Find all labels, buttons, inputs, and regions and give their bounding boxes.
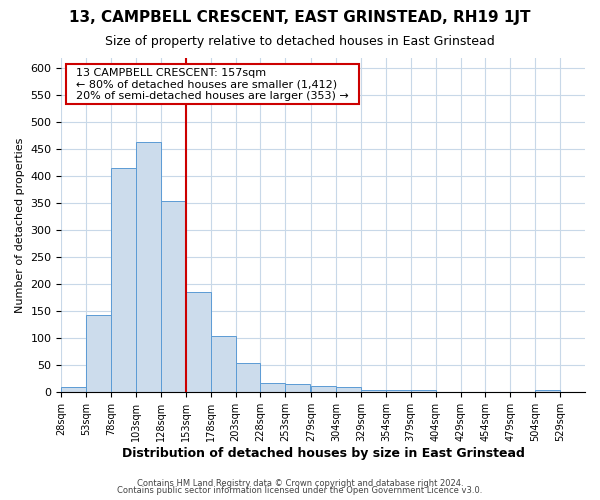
Text: Contains HM Land Registry data © Crown copyright and database right 2024.: Contains HM Land Registry data © Crown c…	[137, 478, 463, 488]
X-axis label: Distribution of detached houses by size in East Grinstead: Distribution of detached houses by size …	[122, 447, 524, 460]
Bar	[236, 362, 260, 392]
Bar	[86, 315, 111, 392]
Bar	[211, 336, 236, 392]
Bar	[535, 390, 560, 392]
Bar	[161, 200, 186, 392]
Text: Size of property relative to detached houses in East Grinstead: Size of property relative to detached ho…	[105, 35, 495, 48]
Bar	[286, 384, 310, 392]
Text: 13 CAMPBELL CRESCENT: 157sqm  
  ← 80% of detached houses are smaller (1,412)  
: 13 CAMPBELL CRESCENT: 157sqm ← 80% of de…	[69, 68, 356, 100]
Bar	[311, 386, 336, 392]
Bar	[386, 390, 411, 392]
Bar	[336, 387, 361, 392]
Y-axis label: Number of detached properties: Number of detached properties	[15, 137, 25, 312]
Text: 13, CAMPBELL CRESCENT, EAST GRINSTEAD, RH19 1JT: 13, CAMPBELL CRESCENT, EAST GRINSTEAD, R…	[69, 10, 531, 25]
Bar	[186, 292, 211, 392]
Bar	[136, 142, 161, 392]
Text: Contains public sector information licensed under the Open Government Licence v3: Contains public sector information licen…	[118, 486, 482, 495]
Bar	[361, 390, 386, 392]
Bar	[260, 383, 286, 392]
Bar	[61, 387, 86, 392]
Bar	[111, 168, 136, 392]
Bar	[411, 390, 436, 392]
